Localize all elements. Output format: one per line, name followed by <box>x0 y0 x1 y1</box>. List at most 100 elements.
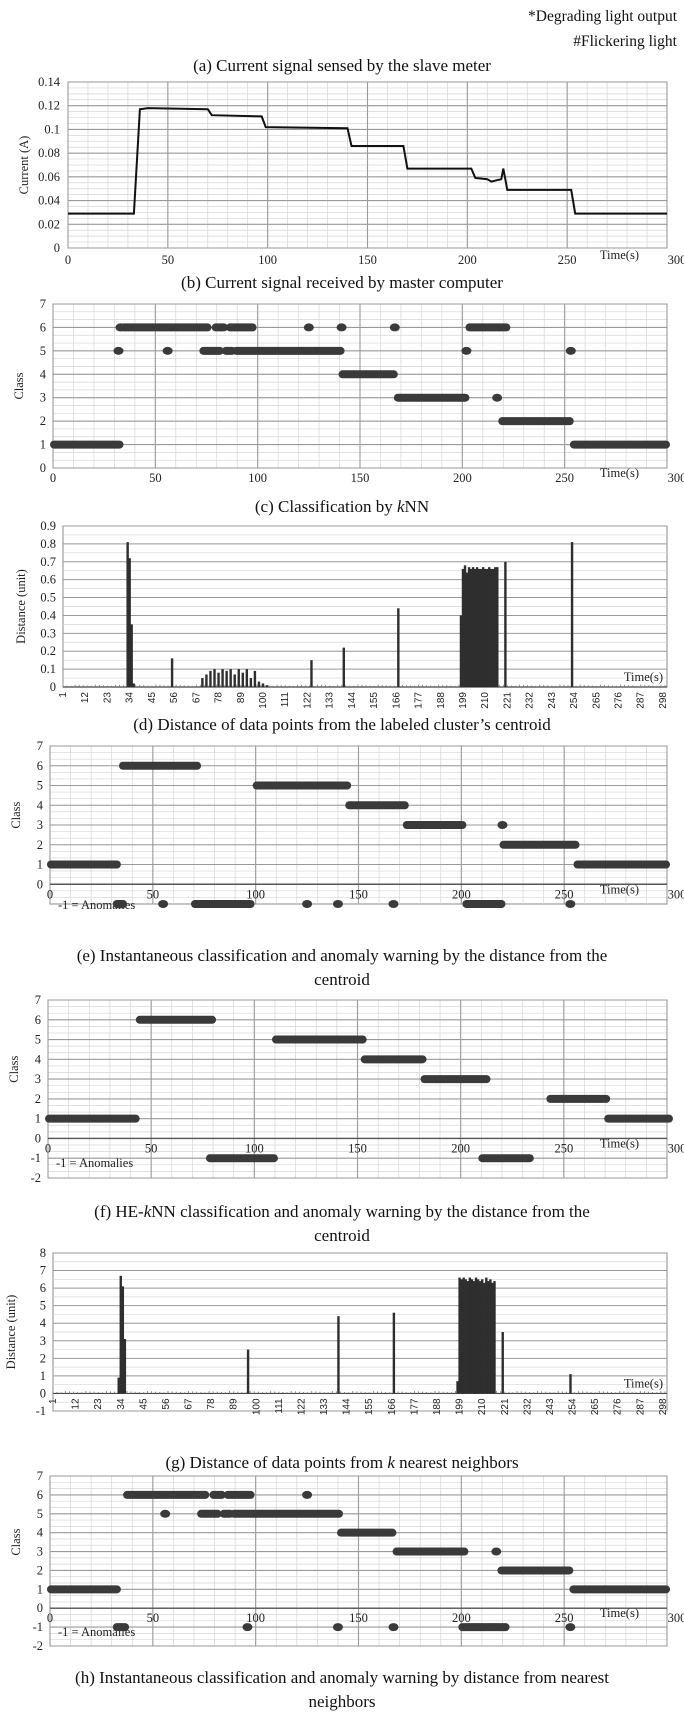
distance-bar <box>237 669 240 687</box>
class-segment <box>209 1490 226 1499</box>
class-segment <box>345 801 409 810</box>
y-tick-label: 4 <box>35 1052 42 1066</box>
distance-bar <box>464 1279 467 1394</box>
distance-bar <box>119 1275 122 1394</box>
x-tick-label: 89 <box>229 1398 240 1410</box>
x-tick-label: 100 <box>245 1141 264 1155</box>
y-tick-label: 5 <box>40 344 46 358</box>
y-tick-label: 6 <box>37 759 43 773</box>
y-axis-label: Class <box>12 372 26 399</box>
y-tick-label: 0 <box>50 680 56 694</box>
class-point <box>461 346 472 355</box>
class-point <box>492 393 503 402</box>
distance-bar <box>471 567 475 687</box>
class-segment <box>223 1490 255 1499</box>
class-segment <box>420 1075 491 1084</box>
distance-bar <box>126 542 129 687</box>
y-tick-label: 1 <box>35 1112 41 1126</box>
class-segment <box>230 1509 343 1518</box>
note-flickering: #Flickering light <box>573 33 677 50</box>
x-axis-label: Time(s) <box>600 466 639 480</box>
x-axis-label: Time(s) <box>624 1376 663 1390</box>
x-tick-label: 300 <box>668 1611 684 1625</box>
distance-bar <box>229 669 232 687</box>
caption-f-line1: (f) HE-kNN classification and anomaly wa… <box>94 1202 590 1221</box>
distance-bar <box>473 568 477 687</box>
distance-bar <box>170 658 174 687</box>
class-point <box>336 323 347 332</box>
caption-h-line2: neighbors <box>308 1692 375 1711</box>
distance-bar <box>475 567 479 687</box>
distance-bar <box>501 1332 504 1394</box>
class-point <box>162 346 173 355</box>
y-tick-label: 5 <box>37 779 43 793</box>
x-tick-label: 150 <box>348 1141 367 1155</box>
class-segment <box>252 781 352 790</box>
x-tick-label: 300 <box>668 471 684 485</box>
x-tick-label: 200 <box>452 1611 471 1625</box>
x-axis-label: Time(s) <box>600 1606 639 1620</box>
x-tick-label: 144 <box>342 1398 353 1415</box>
y-tick-label: -2 <box>33 1639 43 1653</box>
y-tick-label: 6 <box>35 1013 41 1027</box>
class-segment <box>546 1094 611 1103</box>
class-segment <box>573 860 670 869</box>
x-tick-label: 177 <box>414 692 425 709</box>
y-tick-label: 5 <box>35 1033 41 1047</box>
distance-bar <box>487 1281 490 1394</box>
distance-bar <box>257 681 261 687</box>
y-tick-label: 0.02 <box>38 217 60 231</box>
y-tick-label: 0.08 <box>38 146 60 160</box>
distance-bar <box>246 1349 250 1394</box>
x-tick-label: 0 <box>50 471 56 485</box>
x-tick-label: 67 <box>184 1398 195 1410</box>
x-tick-label: 210 <box>477 1398 488 1415</box>
x-tick-label: 0 <box>65 253 71 267</box>
class-segment <box>498 417 574 426</box>
x-tick-label: 188 <box>436 692 447 709</box>
y-tick-label: 2 <box>37 1563 43 1577</box>
distance-bar <box>483 568 487 687</box>
x-tick-label: 133 <box>325 692 336 709</box>
class-segment <box>604 1114 673 1123</box>
class-segment <box>211 323 228 332</box>
y-tick-label: 0 <box>37 1601 43 1615</box>
x-tick-label: 210 <box>480 692 491 709</box>
distance-bar <box>225 670 228 687</box>
x-tick-label: 100 <box>246 1611 265 1625</box>
x-tick-label: 23 <box>102 692 113 704</box>
current-signal-chart: 0 0.02 0.04 0.06 0.08 0.1 0.12 0.14 0 50 100 150 200… <box>17 75 684 267</box>
class-point <box>160 1509 171 1518</box>
y-tick-label: 0 <box>40 1386 46 1400</box>
x-tick-label: 155 <box>369 692 380 709</box>
y-tick-label: 0.6 <box>40 573 56 587</box>
caption-g: (g) Distance of data points from k neare… <box>165 1453 518 1472</box>
y-tick-label: 3 <box>35 1072 41 1086</box>
class-segment <box>45 1114 140 1123</box>
distance-bar <box>462 1277 465 1394</box>
class-point <box>565 900 576 908</box>
distance-bar <box>132 683 135 687</box>
x-tick-label: 0 <box>47 1611 53 1625</box>
distance-bar <box>476 1279 480 1394</box>
class-point <box>113 346 124 355</box>
caption-f-line2: centroid <box>314 1226 370 1245</box>
x-tick-label: 50 <box>145 1141 158 1155</box>
distance-bar <box>496 567 499 687</box>
distance-bar <box>392 1312 396 1394</box>
distance-bar <box>460 1279 463 1394</box>
x-tick-label: 276 <box>613 1398 624 1415</box>
class-segment <box>199 346 224 355</box>
class-segment <box>569 440 670 449</box>
x-axis-label: Time(s) <box>600 1136 639 1150</box>
class-segment <box>478 1154 534 1163</box>
distance-bar <box>221 669 224 687</box>
distance-bar <box>467 567 471 687</box>
class-segment <box>50 440 124 449</box>
y-tick-label: 0 <box>35 1131 41 1145</box>
class-point <box>303 323 314 332</box>
x-tick-label: 250 <box>555 1611 574 1625</box>
class-segment <box>465 323 511 332</box>
class-segment <box>197 1509 222 1518</box>
distance-bar <box>130 624 133 687</box>
